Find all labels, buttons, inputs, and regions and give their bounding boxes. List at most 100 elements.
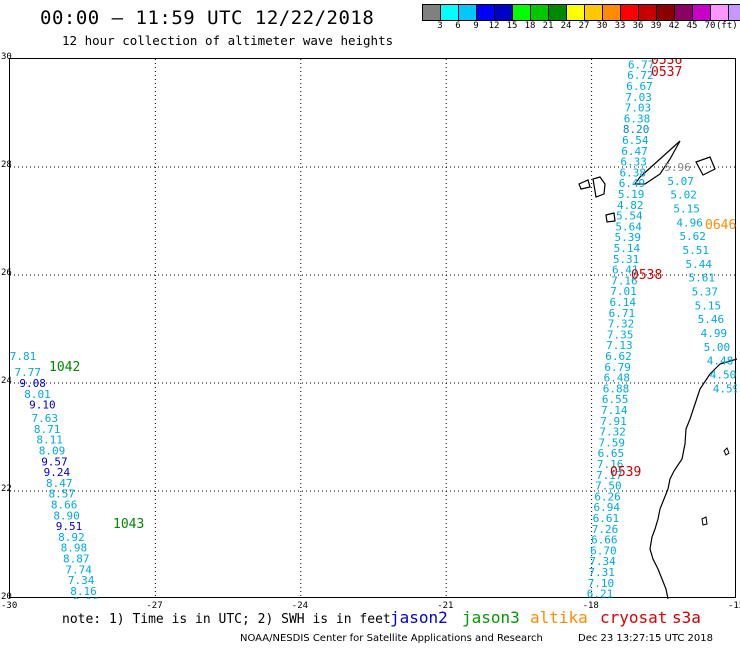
swh-value: 5.39 [614, 231, 641, 244]
swh-value: 4.82 [617, 199, 644, 212]
swh-value: 5.07 [667, 175, 694, 188]
color-scale-cell [657, 5, 675, 20]
canary-island-gran-canaria [695, 156, 716, 176]
swh-value: 4.96 [676, 216, 703, 229]
swh-value: 6.14 [609, 296, 636, 309]
longitude-tick: -15 [728, 601, 740, 611]
color-scale-cell [603, 5, 621, 20]
latitude-tick: 28 [1, 160, 12, 170]
swh-value: 5.61 [689, 272, 716, 285]
swh-value: 6.66 [591, 534, 618, 547]
swh-value: 7.81 [10, 350, 36, 363]
color-scale-tick: 42 [668, 21, 680, 31]
color-scale-tick: 33 [614, 21, 626, 31]
color-scale-cell [567, 5, 585, 20]
swh-value: 5.51 [682, 244, 709, 257]
swh-value: 4.50 [710, 369, 737, 382]
swh-value: 6.67 [626, 80, 653, 93]
swh-value: 5.96 [664, 161, 691, 174]
footnote: note: 1) Time is in UTC; 2) SWH is in fe… [62, 612, 391, 627]
longitude-tick: -18 [582, 601, 599, 611]
pass-time-label: 0646 [705, 218, 736, 233]
swh-value: 7.03 [625, 91, 652, 104]
color-scale-cell [495, 5, 513, 20]
swh-value: 5.54 [616, 210, 643, 223]
swh-value: 8.71 [34, 423, 61, 436]
swh-value: 6.47 [621, 145, 648, 158]
swh-value: 8.66 [51, 499, 78, 512]
swh-value: 6.88 [603, 382, 630, 395]
color-scale-cell [531, 5, 549, 20]
color-scale-cell [459, 5, 477, 20]
color-scale-cell [693, 5, 711, 20]
color-scale-cell [585, 5, 603, 20]
color-scale-cell [639, 5, 657, 20]
swh-value: 7.01 [610, 285, 637, 298]
color-scale-tick: 18 [524, 21, 536, 31]
swh-value: 6.61 [593, 512, 620, 525]
african-coastline [649, 358, 737, 599]
swh-value: 6.49 [619, 177, 646, 190]
color-scale-tick: 45 [686, 21, 698, 31]
swh-value: 7.31 [588, 566, 615, 579]
small-island [723, 447, 730, 456]
swh-value: 7.74 [65, 563, 92, 576]
color-scale-cell [729, 5, 740, 20]
swh-value: 4.99 [701, 327, 728, 340]
map-frame: 7.81 7.77 9.08 8.01 9.10 7.63 8.71 8.11 8.09 9.57… [9, 58, 737, 599]
swh-value: 6.62 [605, 350, 632, 363]
longitude-tick: -27 [146, 601, 163, 611]
swh-value: 8.90 [53, 509, 80, 522]
swh-value: 6.38 [624, 112, 651, 125]
legend-cryosat: cryosat [600, 608, 668, 627]
legend-jason3: jason3 [462, 608, 520, 627]
swh-value: 8.57 [48, 488, 75, 501]
color-scale-tick: 9 [473, 21, 479, 31]
color-scale-cell [549, 5, 567, 20]
color-scale-tick: 36 [632, 21, 644, 31]
swh-value: 5.14 [614, 242, 641, 255]
color-scale-bar [422, 4, 740, 21]
swh-value: 6.72 [627, 69, 654, 82]
swh-value: 8.98 [61, 542, 87, 555]
swh-value: 4.48 [707, 355, 734, 368]
swh-value: 7.32 [599, 426, 626, 439]
canary-island-hierro [578, 179, 591, 190]
swh-value: 5.44 [686, 258, 713, 271]
color-scale-tick: 6 [455, 21, 461, 31]
longitude-tick: -24 [291, 601, 309, 611]
latitude-tick: 22 [1, 484, 12, 494]
swh-value: 5.02 [670, 189, 697, 202]
pass-time-label: 0536 [651, 59, 682, 68]
swh-value: 6.48 [604, 372, 631, 385]
swh-value: 7.91 [600, 415, 627, 428]
latitude-tick: 30 [1, 52, 12, 62]
color-scale-tick: 27 [578, 21, 590, 31]
color-scale-tick: 12 [488, 21, 500, 31]
latitude-tick: 24 [1, 376, 12, 386]
canary-island-tenerife [633, 140, 681, 185]
color-scale-cell [441, 5, 459, 20]
color-scale-cell [477, 5, 495, 20]
swh-value: 9.51 [56, 520, 82, 533]
canary-island-gomera [605, 212, 616, 223]
swh-value: 5.00 [704, 341, 731, 354]
cryosat-track-east: 6.776.726.677.037.036.388.206.546.476.33… [587, 59, 655, 599]
swh-value: 8.16 [70, 585, 97, 598]
latitude-tick: 26 [1, 268, 12, 278]
swh-value: 7.63 [32, 412, 59, 425]
color-scale-cell [711, 5, 729, 20]
pass-time-label: 1043 [113, 517, 144, 532]
swh-value: 7.35 [607, 328, 634, 341]
color-scale-tick: 30 [596, 21, 608, 31]
swh-value: 6.71 [609, 307, 636, 320]
swh-value: 7.03 [625, 102, 652, 115]
swh-value: 6.94 [593, 501, 620, 514]
swh-value: 6.38 [620, 166, 647, 179]
credit-line: NOAA/NESDIS Center for Satellite Applica… [240, 633, 543, 644]
swh-value: 7.34 [589, 555, 616, 568]
swh-value: 8.09 [39, 445, 66, 458]
color-scale-tick: 3 [437, 21, 443, 31]
swh-value: 8.01 [24, 388, 51, 401]
swh-value: 8.87 [63, 553, 90, 566]
